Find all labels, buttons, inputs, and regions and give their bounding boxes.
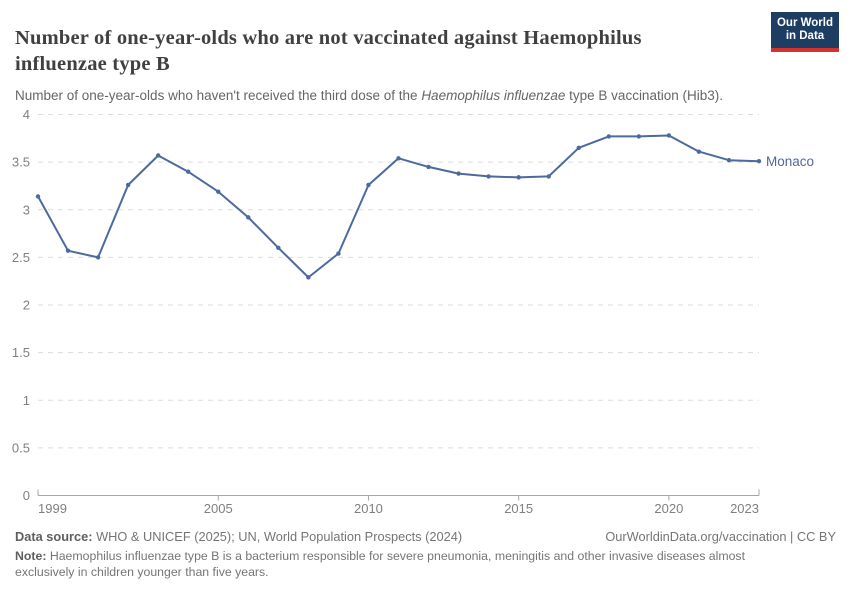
data-point[interactable] bbox=[336, 251, 341, 256]
subtitle-italic: Haemophilus influenzae bbox=[421, 87, 566, 103]
data-point[interactable] bbox=[726, 158, 732, 163]
data-point[interactable] bbox=[186, 169, 191, 174]
note-label: Note: bbox=[15, 549, 47, 563]
data-point[interactable] bbox=[366, 182, 371, 188]
chart-title: Number of one-year-olds who are not vacc… bbox=[15, 26, 642, 75]
data-point[interactable] bbox=[606, 134, 611, 139]
data-point[interactable] bbox=[125, 182, 131, 188]
data-point[interactable] bbox=[666, 133, 672, 138]
note-value: Haemophilus influenzae type B is a bacte… bbox=[15, 549, 745, 579]
data-point[interactable] bbox=[696, 149, 702, 154]
data-point[interactable] bbox=[276, 245, 281, 251]
data-point[interactable] bbox=[456, 171, 461, 176]
data-point[interactable] bbox=[306, 275, 311, 280]
x-tick-label: 2005 bbox=[204, 501, 233, 516]
data-point[interactable] bbox=[35, 194, 41, 199]
x-tick-label: 2020 bbox=[654, 501, 683, 516]
x-tick-label: 2023 bbox=[730, 501, 759, 516]
chart-subtitle: Number of one-year-olds who haven't rece… bbox=[15, 88, 723, 103]
data-point[interactable] bbox=[396, 156, 401, 161]
subtitle-prefix: Number of one-year-olds who haven't rece… bbox=[15, 87, 422, 103]
y-tick-label: 0.5 bbox=[12, 440, 30, 455]
y-tick-label: 4 bbox=[23, 107, 30, 122]
y-tick-label: 3.5 bbox=[12, 155, 30, 170]
data-source-label: Data source: bbox=[15, 529, 93, 544]
data-point[interactable] bbox=[246, 215, 251, 220]
y-tick-label: 1.5 bbox=[12, 345, 30, 360]
data-point[interactable] bbox=[546, 174, 551, 179]
x-tick-label: 1999 bbox=[38, 501, 67, 516]
data-point[interactable] bbox=[636, 134, 642, 139]
y-tick-label: 2 bbox=[23, 298, 30, 313]
footer-note: Note: Haemophilus influenzae type B is a… bbox=[15, 549, 793, 580]
data-point[interactable] bbox=[486, 174, 491, 179]
data-point[interactable] bbox=[756, 158, 762, 164]
footer-rights-link[interactable]: OurWorldinData.org/vaccination | CC BY bbox=[605, 529, 836, 544]
x-tick-label: 2015 bbox=[504, 501, 533, 516]
data-source-text: Data source: WHO & UNICEF (2025); UN, Wo… bbox=[15, 529, 462, 544]
owid-logo[interactable]: Our World in Data bbox=[771, 12, 839, 52]
subtitle-suffix: type B vaccination (Hib3). bbox=[565, 87, 723, 103]
x-tick-label: 2010 bbox=[354, 501, 383, 516]
data-point[interactable] bbox=[576, 145, 581, 151]
owid-logo-line2: in Data bbox=[785, 30, 825, 42]
owid-logo-line1: Our World bbox=[776, 17, 833, 29]
y-tick-label: 0 bbox=[23, 488, 30, 503]
y-tick-label: 1 bbox=[23, 393, 30, 408]
data-point[interactable] bbox=[155, 153, 161, 158]
data-point[interactable] bbox=[426, 164, 431, 170]
data-point[interactable] bbox=[216, 189, 221, 194]
y-tick-label: 2.5 bbox=[12, 250, 30, 265]
data-source-value: WHO & UNICEF (2025); UN, World Populatio… bbox=[92, 529, 463, 544]
data-point[interactable] bbox=[65, 248, 71, 253]
footer-source-row: Data source: WHO & UNICEF (2025); UN, Wo… bbox=[15, 529, 836, 544]
data-point[interactable] bbox=[516, 175, 521, 180]
entity-label[interactable]: Monaco bbox=[766, 154, 814, 169]
y-tick-label: 3 bbox=[23, 202, 30, 217]
data-point[interactable] bbox=[95, 255, 101, 260]
